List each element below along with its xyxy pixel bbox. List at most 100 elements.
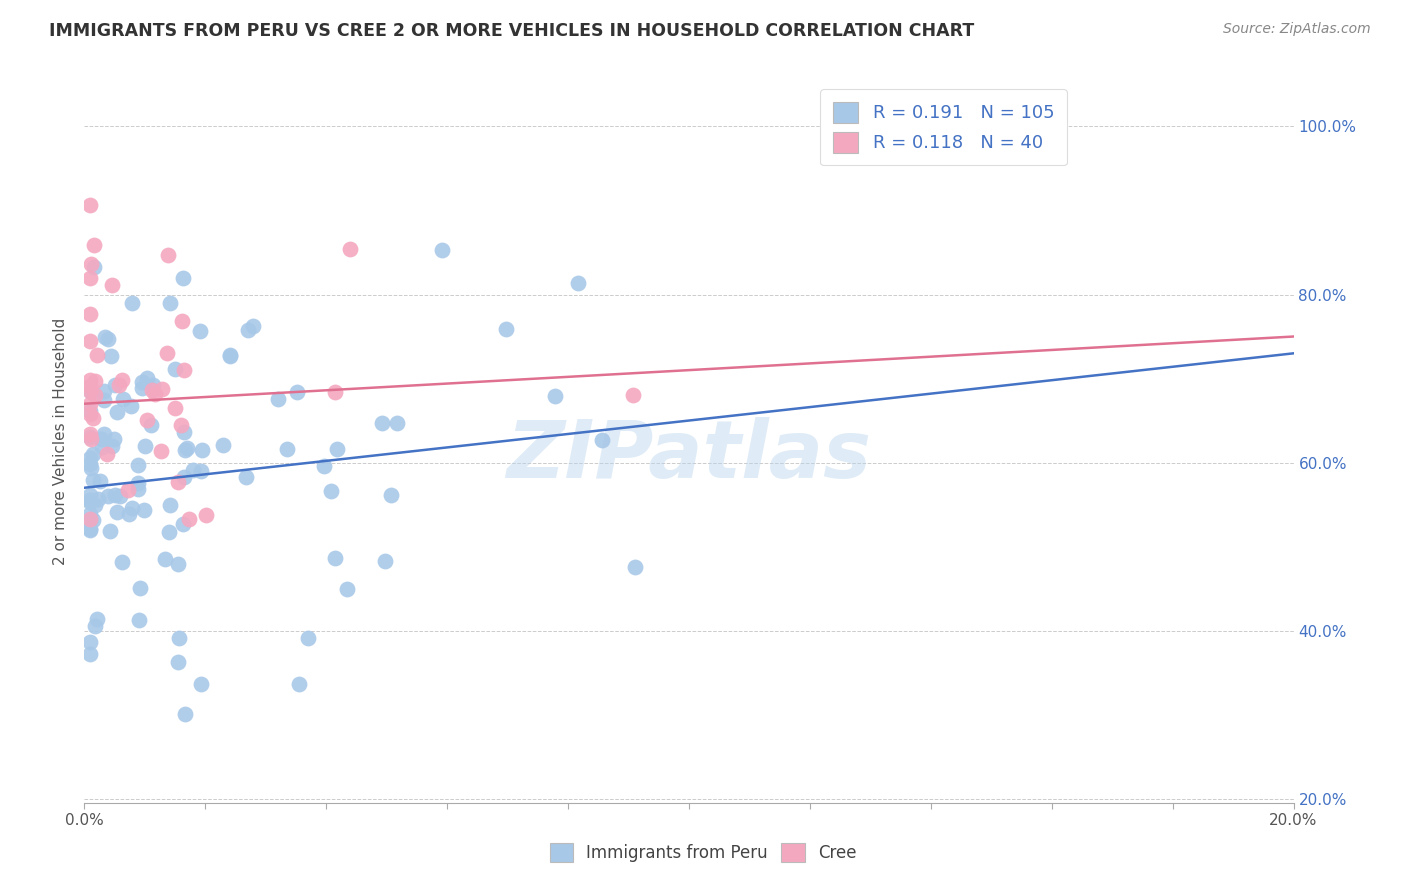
Point — [167, 558, 190, 572]
Point — [325, 442, 347, 456]
Point — [80, 460, 103, 475]
Point — [173, 362, 195, 376]
Point — [176, 441, 198, 455]
Point — [127, 476, 149, 491]
Point — [79, 495, 101, 509]
Point — [80, 385, 103, 400]
Point — [79, 373, 101, 387]
Point — [79, 493, 101, 508]
Point — [621, 388, 644, 402]
Point — [79, 430, 101, 444]
Point — [127, 482, 149, 496]
Y-axis label: 2 or more Vehicles in Household: 2 or more Vehicles in Household — [53, 318, 69, 566]
Point — [157, 248, 180, 262]
Point — [79, 198, 101, 212]
Point — [103, 377, 125, 392]
Point — [79, 427, 101, 442]
Point — [170, 417, 193, 432]
Point — [323, 551, 346, 566]
Point — [374, 554, 396, 568]
Point — [159, 499, 181, 513]
Point — [567, 276, 589, 290]
Point — [235, 470, 257, 484]
Point — [288, 677, 311, 691]
Point — [591, 433, 613, 447]
Point — [100, 524, 122, 538]
Point — [159, 525, 181, 540]
Point — [166, 655, 188, 669]
Point — [142, 378, 165, 392]
Point — [104, 488, 127, 502]
Point — [173, 425, 195, 440]
Point — [167, 475, 190, 490]
Point — [191, 442, 214, 457]
Point — [101, 277, 124, 292]
Point — [339, 242, 361, 256]
Point — [79, 523, 101, 537]
Point — [79, 648, 101, 662]
Point — [150, 444, 173, 458]
Point — [93, 392, 115, 407]
Point — [82, 411, 104, 425]
Point — [79, 512, 101, 526]
Point — [128, 581, 150, 595]
Point — [83, 498, 105, 512]
Point — [170, 313, 193, 327]
Point — [84, 619, 107, 633]
Point — [87, 491, 110, 506]
Point — [219, 349, 242, 363]
Point — [79, 334, 101, 348]
Point — [131, 381, 153, 395]
Point — [155, 551, 177, 566]
Point — [141, 418, 163, 433]
Point — [79, 379, 101, 393]
Point — [112, 392, 135, 406]
Point — [163, 401, 186, 415]
Point — [94, 329, 117, 343]
Point — [312, 459, 335, 474]
Point — [430, 243, 453, 257]
Point — [136, 413, 159, 427]
Point — [181, 463, 204, 477]
Point — [267, 392, 290, 406]
Point — [108, 489, 131, 503]
Point — [212, 438, 235, 452]
Point — [319, 483, 342, 498]
Point — [93, 384, 115, 399]
Point — [105, 505, 128, 519]
Point — [297, 631, 319, 645]
Point — [155, 345, 177, 359]
Point — [79, 397, 101, 411]
Point — [172, 516, 194, 531]
Text: IMMIGRANTS FROM PERU VS CREE 2 OR MORE VEHICLES IN HOUSEHOLD CORRELATION CHART: IMMIGRANTS FROM PERU VS CREE 2 OR MORE V… — [49, 22, 974, 40]
Point — [236, 323, 259, 337]
Point — [111, 555, 134, 569]
Point — [83, 260, 105, 274]
Point — [134, 439, 156, 453]
Point — [84, 374, 107, 388]
Point — [172, 271, 194, 285]
Point — [131, 375, 153, 389]
Point — [136, 371, 159, 385]
Point — [143, 387, 166, 401]
Point — [544, 389, 567, 403]
Point — [79, 407, 101, 421]
Point — [103, 432, 125, 446]
Point — [90, 432, 112, 446]
Point — [79, 508, 101, 522]
Point — [242, 319, 264, 334]
Point — [128, 613, 150, 627]
Point — [495, 322, 517, 336]
Point — [93, 426, 115, 441]
Point — [79, 634, 101, 648]
Point — [105, 405, 128, 419]
Point — [134, 503, 156, 517]
Point — [380, 488, 402, 502]
Point — [79, 457, 101, 471]
Point — [173, 470, 195, 484]
Point — [336, 582, 359, 597]
Point — [188, 324, 211, 338]
Point — [79, 404, 101, 418]
Point — [97, 489, 120, 503]
Point — [150, 382, 173, 396]
